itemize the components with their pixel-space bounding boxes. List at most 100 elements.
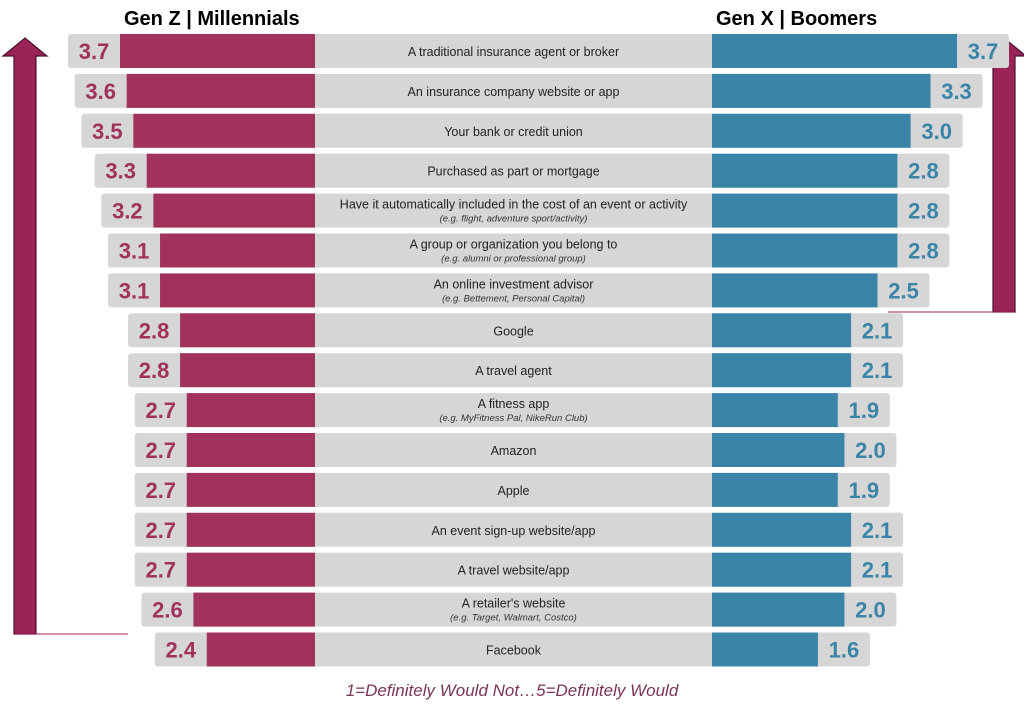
left-value-label: 3.5 — [92, 119, 123, 144]
right-bar — [712, 113, 911, 148]
right-bar — [712, 393, 838, 428]
category-label: A travel agent — [475, 364, 552, 378]
right-bar — [712, 472, 838, 507]
right-bar — [712, 353, 852, 388]
left-value-label: 3.7 — [79, 39, 110, 64]
category-label: An insurance company website or app — [408, 85, 620, 99]
left-value-label: 2.4 — [165, 638, 196, 663]
right-value-label: 2.8 — [908, 199, 939, 224]
right-value-label: 2.1 — [862, 358, 893, 383]
row-track — [134, 552, 904, 587]
right-up-arrow — [980, 37, 1024, 313]
right-bar — [712, 592, 845, 627]
left-value-label: 2.7 — [145, 438, 176, 463]
category-label: Amazon — [491, 444, 537, 458]
right-value-label: 2.0 — [855, 438, 886, 463]
right-bar — [712, 552, 852, 587]
right-bar — [712, 233, 898, 268]
left-value-label: 2.6 — [152, 598, 183, 623]
right-value-label: 1.9 — [849, 398, 880, 423]
left-bar — [180, 353, 315, 388]
left-bar — [186, 433, 315, 467]
right-bar — [712, 433, 845, 467]
category-label: An online investment advisor — [434, 277, 594, 291]
category-label: Apple — [498, 484, 530, 498]
right-bar — [712, 193, 898, 228]
left-bar — [160, 233, 315, 268]
right-value-label: 1.6 — [829, 638, 860, 663]
left-bar — [186, 393, 315, 428]
right-value-label: 2.1 — [862, 518, 893, 543]
category-example: (e.g. flight, adventure sport/activity) — [440, 214, 588, 225]
left-value-label: 2.8 — [139, 318, 170, 343]
left-bar — [186, 512, 315, 547]
category-label: A fitness app — [478, 397, 550, 411]
category-label: Purchased as part or mortgage — [427, 165, 599, 179]
row-track — [134, 472, 890, 507]
category-example: (e.g. alumni or professional group) — [441, 254, 586, 265]
category-label: Facebook — [486, 644, 542, 658]
right-bar — [712, 632, 818, 667]
scale-footnote: 1=Definitely Would Not…5=Definitely Woul… — [345, 681, 679, 700]
left-value-label: 2.8 — [139, 358, 170, 383]
left-value-label: 3.2 — [112, 199, 143, 224]
row-track — [154, 632, 870, 667]
right-bar — [712, 313, 852, 348]
left-bar — [186, 472, 315, 507]
left-bar — [126, 73, 315, 108]
left-value-label: 2.7 — [145, 478, 176, 503]
row-track — [128, 313, 904, 348]
left-bar — [160, 273, 315, 308]
left-bar — [133, 113, 315, 148]
category-label: Google — [493, 324, 533, 338]
left-value-label: 3.1 — [119, 278, 150, 303]
right-value-label: 3.7 — [968, 39, 999, 64]
category-label: A traditional insurance agent or broker — [408, 45, 619, 59]
right-bar — [712, 73, 931, 108]
right-value-label: 2.8 — [908, 159, 939, 184]
left-series-header: Gen Z | Millennials — [124, 8, 300, 30]
left-bar — [146, 153, 315, 188]
category-example: (e.g. Bettement, Personal Capital) — [442, 293, 585, 304]
right-value-label: 1.9 — [849, 478, 880, 503]
right-bar — [712, 512, 852, 547]
right-series-header: Gen X | Boomers — [716, 8, 878, 30]
row-track — [134, 512, 904, 547]
left-bar — [153, 193, 315, 228]
left-up-arrow — [1, 37, 49, 635]
right-value-label: 2.0 — [855, 598, 886, 623]
left-bar — [180, 313, 315, 348]
row-track — [141, 592, 897, 627]
category-label: A retailer's website — [462, 597, 566, 611]
left-bar — [120, 34, 315, 68]
category-label: An event sign-up website/app — [432, 524, 596, 538]
category-label: A travel website/app — [458, 564, 570, 578]
left-bar — [186, 552, 315, 587]
right-bar — [712, 153, 898, 188]
category-label: Have it automatically included in the co… — [340, 198, 688, 212]
category-example: (e.g. Target, Walmart, Costco) — [450, 613, 577, 624]
row-track — [128, 353, 904, 388]
row-track — [134, 393, 890, 428]
category-label: A group or organization you belong to — [410, 238, 618, 252]
left-value-label: 3.1 — [119, 239, 150, 264]
right-value-label: 3.3 — [941, 79, 972, 104]
right-bar — [712, 34, 957, 68]
left-value-label: 3.3 — [105, 159, 136, 184]
left-value-label: 2.7 — [145, 518, 176, 543]
left-value-label: 3.6 — [85, 79, 116, 104]
right-value-label: 2.1 — [862, 318, 893, 343]
left-value-label: 2.7 — [145, 558, 176, 583]
category-label: Your bank or credit union — [444, 125, 583, 139]
right-bar — [712, 273, 878, 308]
right-value-label: 2.5 — [888, 278, 919, 303]
left-value-label: 2.7 — [145, 398, 176, 423]
right-value-label: 3.0 — [921, 119, 952, 144]
right-value-label: 2.1 — [862, 558, 893, 583]
right-value-label: 2.8 — [908, 239, 939, 264]
category-example: (e.g. MyFitness Pal, NikeRun Club) — [439, 413, 587, 424]
left-bar — [193, 592, 315, 627]
left-bar — [206, 632, 315, 667]
row-track — [134, 433, 897, 467]
